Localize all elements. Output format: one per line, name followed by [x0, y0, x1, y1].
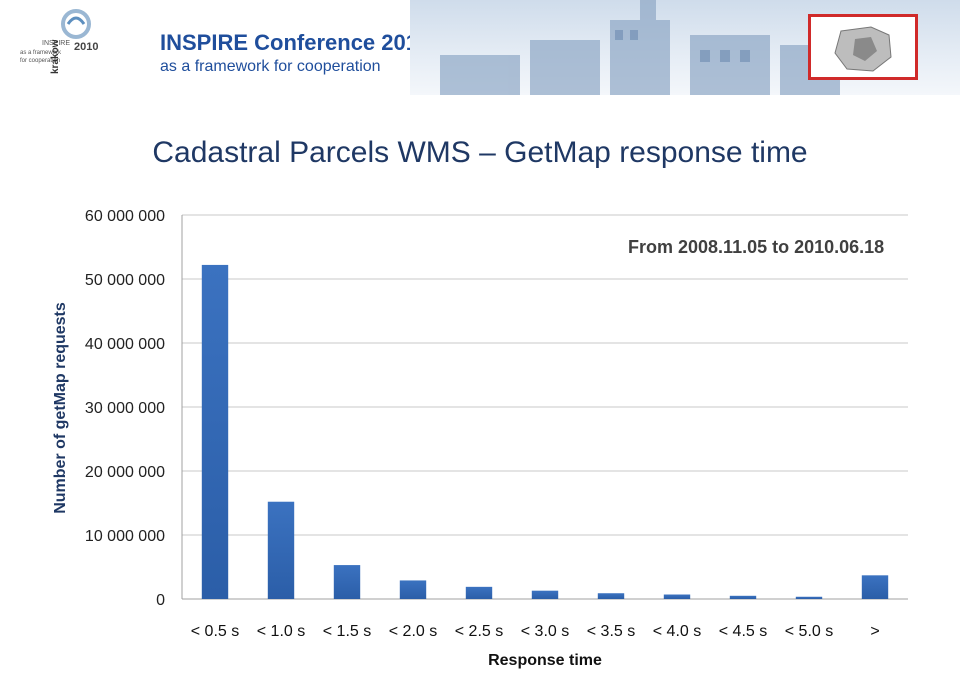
- logo-text-cooperation: for cooperation: [20, 58, 61, 64]
- slide-header: INSPIRE as a framework for cooperation k…: [0, 0, 960, 95]
- poland-map-icon: [834, 26, 892, 72]
- logo-text-inspire: INSPIRE: [42, 40, 71, 47]
- y-tick-label: 20 000 000: [85, 464, 165, 481]
- agency-logo: [808, 14, 918, 80]
- bar: [861, 575, 889, 599]
- bar: [597, 593, 625, 599]
- x-tick-label: < 4.0 s: [653, 623, 701, 640]
- conference-logo: INSPIRE as a framework for cooperation k…: [18, 4, 138, 90]
- x-tick-label: < 2.5 s: [455, 623, 503, 640]
- bar: [399, 580, 427, 599]
- y-tick-label: 50 000 000: [85, 272, 165, 289]
- logo-text-year: 2010: [74, 41, 99, 53]
- x-tick-label: < 0.5 s: [191, 623, 239, 640]
- y-tick-label: 30 000 000: [85, 400, 165, 417]
- bar: [465, 586, 493, 599]
- date-range-annotation: From 2008.11.05 to 2010.06.18: [628, 237, 885, 257]
- x-tick-label: < 2.0 s: [389, 623, 437, 640]
- logo-graphic: [61, 9, 91, 39]
- bar: [333, 565, 361, 599]
- y-tick-label: 10 000 000: [85, 528, 165, 545]
- bar: [267, 501, 295, 599]
- x-tick-label: < 3.5 s: [587, 623, 635, 640]
- logo-text-framework: as a framework: [20, 50, 62, 56]
- x-tick-label: < 3.0 s: [521, 623, 569, 640]
- x-tick-label: < 5.0 s: [785, 623, 833, 640]
- x-tick-label: < 4.5 s: [719, 623, 767, 640]
- bar: [201, 264, 229, 599]
- y-tick-label: 60 000 000: [85, 208, 165, 225]
- bar: [729, 595, 757, 599]
- bar: [663, 594, 691, 599]
- x-tick-label: < 1.0 s: [257, 623, 305, 640]
- x-tick-label: < 1.5 s: [323, 623, 371, 640]
- x-tick-label: >: [870, 623, 879, 640]
- x-axis-label: Response time: [488, 652, 602, 669]
- y-tick-label: 40 000 000: [85, 336, 165, 353]
- conference-title: INSPIRE Conference 2010: [160, 30, 431, 55]
- bar: [531, 590, 559, 599]
- y-tick-label: 0: [156, 592, 165, 609]
- chart-title: Cadastral Parcels WMS – GetMap response …: [152, 136, 808, 169]
- bar: [795, 596, 823, 599]
- conference-subtitle: as a framework for cooperation: [160, 58, 381, 75]
- city-skyline-graphic: [440, 0, 840, 95]
